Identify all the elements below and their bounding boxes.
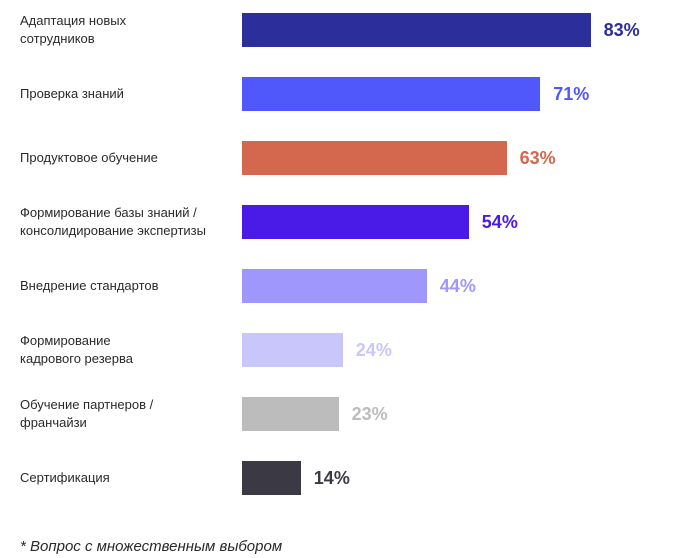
bar	[242, 461, 301, 495]
category-label: Проверка знаний	[20, 86, 124, 101]
category-label: Сертификация	[20, 470, 110, 485]
category-label: Обучение партнеров / франчайзи	[20, 397, 154, 430]
value-label: 63%	[519, 148, 556, 168]
bar	[242, 141, 507, 175]
value-label: 54%	[481, 212, 518, 232]
category-label: Внедрение стандартов	[20, 278, 159, 293]
category-label: Адаптация новых сотрудников	[20, 13, 127, 46]
bar	[242, 333, 343, 367]
category-label: Формирование базы знаний / консолидирова…	[20, 205, 206, 238]
category-label: Формирование кадрового резерва	[20, 333, 133, 366]
bar	[242, 269, 427, 303]
category-label: Продуктовое обучение	[20, 150, 158, 165]
value-label: 14%	[313, 468, 350, 488]
value-label: 44%	[439, 276, 476, 296]
value-label: 71%	[553, 84, 590, 104]
value-label: 83%	[603, 20, 640, 40]
bar	[242, 13, 591, 47]
bar	[242, 397, 339, 431]
value-label: 24%	[355, 340, 392, 360]
bar	[242, 205, 469, 239]
footnote: * Вопрос с множественным выбором	[20, 538, 283, 555]
bar-chart: Адаптация новых сотрудников 83% Проверка з…	[20, 13, 640, 495]
value-label: 23%	[351, 404, 388, 424]
bar	[242, 77, 541, 111]
